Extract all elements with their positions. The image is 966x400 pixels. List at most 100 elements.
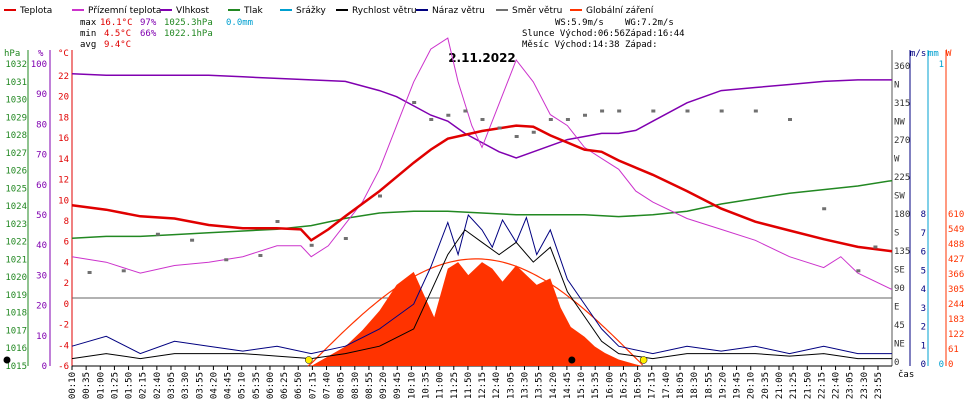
temperature-tick: 16 <box>58 134 69 144</box>
x-tick-label: 04:45 <box>224 372 234 399</box>
x-tick-label: 23:55 <box>874 372 884 399</box>
radiation-tick: 0 <box>948 360 953 370</box>
temperature-tick: 2 <box>64 279 69 289</box>
radiation-tick: 427 <box>948 255 964 265</box>
pressure-tick: 1016 <box>5 344 27 354</box>
humidity-tick: 80 <box>36 120 47 130</box>
x-tick-label: 01:25 <box>110 372 120 399</box>
x-tick-label: 14:20 <box>549 372 559 399</box>
stats-avg-label: avg <box>80 40 96 50</box>
stats-min-hum: 66% <box>140 29 157 39</box>
direction-tick: S <box>894 229 899 239</box>
wind-direction-point <box>753 109 758 113</box>
wind-direction-point <box>343 237 348 240</box>
direction-tick: SW <box>894 192 905 202</box>
pressure-tick: 1021 <box>5 255 27 265</box>
direction-tick: SE <box>894 266 905 276</box>
sun-marker <box>639 356 648 364</box>
wind-direction-point <box>822 207 827 211</box>
wind-direction-point <box>412 101 417 104</box>
x-tick-label: 23:30 <box>860 372 870 399</box>
wind-direction-point <box>121 269 126 273</box>
pressure-tick: 1019 <box>5 291 27 301</box>
theoretical-radiation-curve <box>307 258 644 367</box>
x-tick-label: 03:55 <box>195 372 205 399</box>
pressure-tick: 1018 <box>5 309 27 319</box>
humidity-tick: 0 <box>42 362 47 372</box>
x-tick-label: 22:40 <box>832 372 842 399</box>
temperature-tick: -4 <box>58 341 69 351</box>
pressure-tick: 1030 <box>5 96 27 106</box>
wind-tick: 6 <box>921 248 926 258</box>
legend-label: Rychlost větru <box>352 6 417 16</box>
temperature-tick: 14 <box>58 155 69 165</box>
humidity-tick: 10 <box>36 332 47 342</box>
humidity-line <box>71 73 892 159</box>
wind-direction-point <box>378 194 382 198</box>
x-tick-label: 07:15 <box>308 372 318 399</box>
direction-tick: 45 <box>894 321 905 331</box>
x-tick-label: 16:25 <box>619 372 629 399</box>
x-tick-label: 05:10 <box>238 372 248 399</box>
direction-tick: NE <box>894 340 905 350</box>
x-tick-label: 17:40 <box>662 372 672 399</box>
wind-direction-point <box>788 118 792 121</box>
wind-direction-point <box>583 113 587 117</box>
x-tick-label: 10:35 <box>422 372 432 399</box>
legend-label: Vlhkost <box>176 6 209 16</box>
moon-marker <box>3 356 11 364</box>
radiation-tick: 61 <box>948 345 959 355</box>
x-tick-label: 06:00 <box>266 372 276 399</box>
legend-label: Směr větru <box>512 6 562 16</box>
temperature-tick: 12 <box>58 176 69 186</box>
info-ws: WS:5.9m/s <box>555 18 604 28</box>
x-tick-label: 01:00 <box>96 372 106 399</box>
info-moon-rise: Měsíc Východ:14:38 <box>522 40 620 50</box>
x-tick-label: 11:50 <box>464 372 474 399</box>
x-tick-label: 11:00 <box>436 372 446 399</box>
pressure-tick: 1023 <box>5 220 27 230</box>
temperature-tick: -6 <box>58 362 69 372</box>
wind-direction-point <box>446 113 451 117</box>
rain-unit: mm <box>928 49 939 59</box>
legend-label: Srážky <box>296 6 327 16</box>
pressure-tick: 1024 <box>5 202 27 212</box>
x-tick-label: 07:40 <box>323 372 333 399</box>
radiation-tick: 610 <box>948 210 964 220</box>
radiation-tick: 244 <box>948 300 964 310</box>
direction-tick: 270 <box>894 136 910 146</box>
temperature-unit: °C <box>58 49 69 59</box>
x-axis-label: čas <box>898 369 914 380</box>
radiation-unit: W <box>946 49 952 59</box>
wind-tick: 0 <box>921 360 926 370</box>
x-tick-label: 09:45 <box>393 372 403 399</box>
humidity-tick: 40 <box>36 241 47 251</box>
x-tick-label: 02:15 <box>139 372 149 399</box>
x-tick-label: 21:00 <box>775 372 785 399</box>
stats-min-press: 1022.1hPa <box>164 29 213 39</box>
moon-marker <box>568 356 576 364</box>
info-wg: WG:7.2m/s <box>625 18 674 28</box>
rain-tick: 1 <box>939 60 944 70</box>
temperature-tick: 20 <box>58 93 69 103</box>
pressure-tick: 1029 <box>5 113 27 123</box>
wind-direction-point <box>429 118 434 121</box>
wind-direction-point <box>719 109 724 113</box>
wind-speed-line <box>71 229 892 360</box>
humidity-tick: 50 <box>36 211 47 221</box>
pressure-tick: 1022 <box>5 238 27 248</box>
ground-temperature-line <box>71 37 893 290</box>
info-moon-set: Západ: <box>625 40 658 50</box>
info-sun-set: Západ:16:44 <box>625 29 685 39</box>
x-tick-label: 06:25 <box>280 372 290 399</box>
temperature-tick: 10 <box>58 196 69 206</box>
wind-tick: 4 <box>921 285 926 295</box>
x-tick-label: 20:10 <box>747 372 757 399</box>
wind-gust-line <box>71 213 892 355</box>
x-tick-label: 20:35 <box>761 372 771 399</box>
direction-tick: 0 <box>894 358 899 368</box>
humidity-tick: 20 <box>36 302 47 312</box>
x-tick-label: 02:40 <box>153 372 163 399</box>
x-tick-label: 06:50 <box>294 372 304 399</box>
stats-max-temp: 16.1°C <box>100 18 133 28</box>
